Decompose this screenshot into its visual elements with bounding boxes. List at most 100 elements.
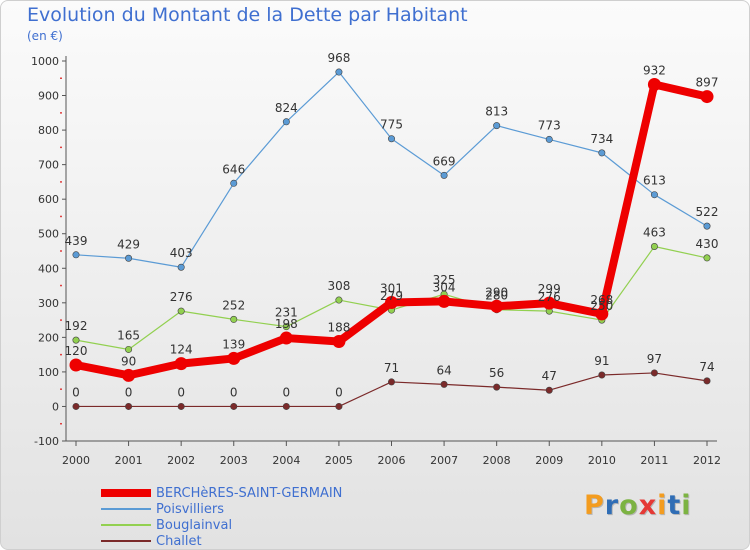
- data-point: [703, 377, 711, 385]
- data-point: [493, 122, 501, 130]
- data-label: 279: [380, 289, 403, 303]
- series-line: [75, 372, 708, 408]
- data-point: [545, 135, 553, 143]
- data-point: [177, 402, 185, 410]
- data-label: 139: [222, 337, 245, 351]
- data-label: 0: [177, 385, 185, 399]
- data-point: [647, 77, 661, 91]
- data-label: 824: [275, 101, 298, 115]
- data-label: 646: [222, 162, 245, 176]
- data-label: 120: [65, 344, 88, 358]
- data-label: 308: [327, 279, 350, 293]
- data-label: 90: [121, 354, 136, 368]
- data-point: [598, 371, 606, 379]
- y-tick-label: 600: [38, 193, 59, 206]
- data-label: 463: [643, 226, 666, 240]
- data-point: [493, 383, 501, 391]
- data-point: [542, 296, 556, 310]
- data-label: 0: [230, 385, 238, 399]
- data-point: [227, 351, 241, 365]
- data-point: [332, 335, 346, 349]
- data-label: 439: [65, 234, 88, 248]
- data-label: 0: [125, 385, 133, 399]
- data-label: 0: [72, 385, 80, 399]
- x-tick-label: 2002: [167, 454, 195, 467]
- data-label: 56: [489, 366, 504, 380]
- logo-letter: x: [638, 490, 658, 521]
- chart-unit-label: (en €): [27, 29, 63, 43]
- data-label: 91: [594, 354, 609, 368]
- data-label: 252: [222, 298, 245, 312]
- data-point: [440, 380, 448, 388]
- data-label: 165: [117, 328, 140, 342]
- chart-title: Evolution du Montant de la Dette par Hab…: [27, 4, 468, 26]
- data-point: [72, 336, 80, 344]
- data-point: [177, 307, 185, 315]
- data-label: 897: [696, 76, 719, 90]
- data-label: 290: [485, 285, 508, 299]
- data-label: 198: [275, 317, 298, 331]
- data-point: [282, 118, 290, 126]
- y-tick-label: 500: [38, 228, 59, 241]
- data-label: 325: [433, 273, 456, 287]
- data-label: 276: [538, 290, 561, 304]
- data-label: 250: [590, 299, 613, 313]
- data-label: 299: [538, 282, 561, 296]
- data-point: [440, 171, 448, 179]
- data-label: 968: [327, 51, 350, 65]
- logo-letter: P: [584, 490, 605, 521]
- legend-item: Challet: [101, 533, 342, 549]
- data-point: [335, 68, 343, 76]
- data-point: [230, 402, 238, 410]
- data-point: [125, 402, 133, 410]
- data-point: [650, 243, 658, 251]
- data-point: [282, 323, 290, 331]
- data-point: [598, 149, 606, 157]
- x-tick-label: 2004: [272, 454, 300, 467]
- data-label: 403: [170, 246, 193, 260]
- legend-item: Bouglainval: [101, 517, 342, 533]
- data-label: 192: [65, 319, 88, 333]
- legend-label: Challet: [156, 533, 202, 549]
- data-label: 813: [485, 105, 508, 119]
- data-label: 932: [643, 63, 666, 77]
- x-tick-label: 2008: [483, 454, 511, 467]
- data-label: 47: [542, 369, 557, 383]
- y-tick-label: 900: [38, 90, 59, 103]
- logo-letter: i: [657, 490, 668, 521]
- data-point: [703, 254, 711, 262]
- data-label: 124: [170, 343, 193, 357]
- x-tick-label: 2001: [115, 454, 143, 467]
- data-label: 97: [647, 352, 662, 366]
- x-tick-label: 2003: [220, 454, 248, 467]
- x-tick-label: 2011: [640, 454, 668, 467]
- data-label: 301: [380, 281, 403, 295]
- series-line: [75, 71, 708, 268]
- data-label: 522: [696, 205, 719, 219]
- data-label: 669: [433, 154, 456, 168]
- data-point: [72, 251, 80, 259]
- data-label: 74: [699, 360, 714, 374]
- y-tick-label: 1000: [31, 55, 59, 68]
- data-point: [230, 315, 238, 323]
- x-tick-label: 2000: [62, 454, 90, 467]
- legend-swatch: [101, 524, 151, 526]
- proxiti-logo: Proxiti: [584, 490, 692, 521]
- legend-swatch: [101, 508, 151, 510]
- x-tick-label: 2005: [325, 454, 353, 467]
- y-tick-label: 0: [52, 400, 59, 413]
- data-point: [177, 263, 185, 271]
- data-point: [335, 296, 343, 304]
- logo-letter: r: [604, 490, 620, 521]
- legend-item: BERCHèRES-SAINT-GERMAIN: [101, 485, 342, 501]
- data-label: 734: [590, 132, 613, 146]
- data-point: [387, 378, 395, 386]
- logo-letter: o: [619, 490, 639, 521]
- y-tick-label: 400: [38, 262, 59, 275]
- data-label: 0: [283, 385, 291, 399]
- data-point: [72, 402, 80, 410]
- legend-label: BERCHèRES-SAINT-GERMAIN: [156, 485, 343, 501]
- data-point: [279, 331, 293, 345]
- y-tick-label: -100: [34, 435, 59, 448]
- x-tick-label: 2012: [693, 454, 721, 467]
